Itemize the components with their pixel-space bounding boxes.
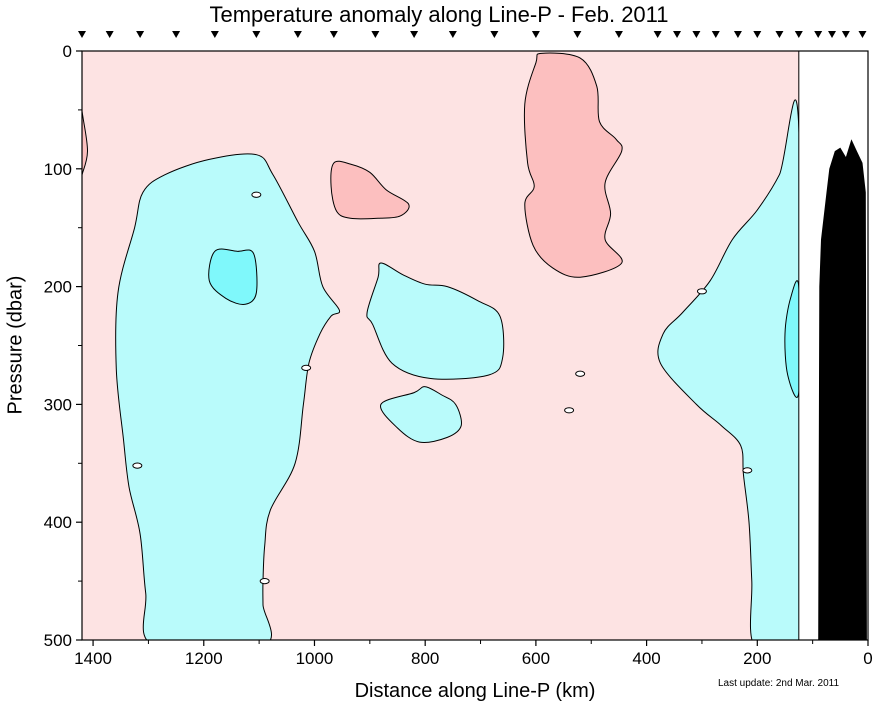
station-marker-10 [410,31,419,38]
station-marker-19 [711,31,720,38]
station-marker-2 [105,31,114,38]
anomaly-region-cool-4 [115,153,341,640]
x-tick-label-1400: 1400 [74,649,112,668]
anomaly-region-warm-3 [523,52,623,278]
plot-area [82,51,868,640]
contour-label-1 [251,191,262,198]
x-tick-label-1000: 1000 [296,649,334,668]
contour-label-4 [259,578,270,585]
station-marker-27 [858,31,867,38]
station-markers [78,31,867,38]
anomaly-region-cool-7 [657,99,799,640]
y-axis: 0 100 200 300 400 500 [44,42,82,650]
chart-title: Temperature anomaly along Line-P - Feb. … [209,2,669,27]
station-marker-12 [490,31,499,38]
station-marker-22 [775,31,784,38]
station-marker-11 [448,31,457,38]
station-marker-3 [136,31,145,38]
station-marker-21 [753,31,762,38]
station-marker-8 [329,31,338,38]
station-marker-7 [293,31,302,38]
station-marker-1 [78,31,86,38]
contour-label-3 [132,462,143,469]
x-axis: 1400 1200 1000 800 600 400 200 0 [74,640,873,668]
x-tick-label-800: 800 [411,649,439,668]
anomaly-region-strong-cool-8 [208,248,258,305]
anomaly-regions [82,52,799,640]
anomaly-region-cool-6 [380,386,462,443]
x-tick-label-1200: 1200 [185,649,223,668]
anomaly-region-cool-5 [366,262,505,380]
x-tick-label-0: 0 [863,649,872,668]
station-marker-6 [252,31,261,38]
station-marker-24 [814,31,823,38]
anomaly-region-warm-2 [330,160,410,220]
station-marker-14 [573,31,582,38]
station-marker-18 [692,31,701,38]
station-marker-9 [371,31,380,38]
contour-lines [132,51,867,641]
contour-label-8 [742,467,753,474]
station-marker-20 [733,31,742,38]
station-marker-25 [828,31,837,38]
station-marker-23 [794,31,803,38]
contour-label-6 [564,407,575,414]
y-tick-label-0: 0 [63,42,72,61]
y-tick-label-200: 200 [44,278,72,297]
y-tick-label-100: 100 [44,160,72,179]
x-tick-label-400: 400 [632,649,660,668]
station-marker-13 [531,31,540,38]
station-marker-17 [673,31,682,38]
contour-label-2 [301,364,312,371]
last-update-note: Last update: 2nd Mar. 2011 [718,678,840,689]
y-axis-label: Pressure (dbar) [4,275,27,415]
x-tick-label-200: 200 [743,649,771,668]
x-axis-label: Distance along Line-P (km) [354,680,596,702]
station-marker-16 [653,31,662,38]
anomaly-region-strong-cool-9 [784,280,799,398]
station-marker-4 [172,31,181,38]
station-marker-15 [614,31,623,38]
station-marker-5 [210,31,219,38]
y-tick-label-400: 400 [44,513,72,532]
anomaly-region-warm-1 [82,108,89,177]
bathymetry-seafloor [818,139,867,641]
station-marker-26 [841,31,850,38]
x-tick-label-600: 600 [522,649,550,668]
y-tick-label-500: 500 [44,631,72,650]
y-tick-label-300: 300 [44,395,72,414]
contour-label-5 [575,370,586,377]
contour-label-7 [696,288,707,295]
